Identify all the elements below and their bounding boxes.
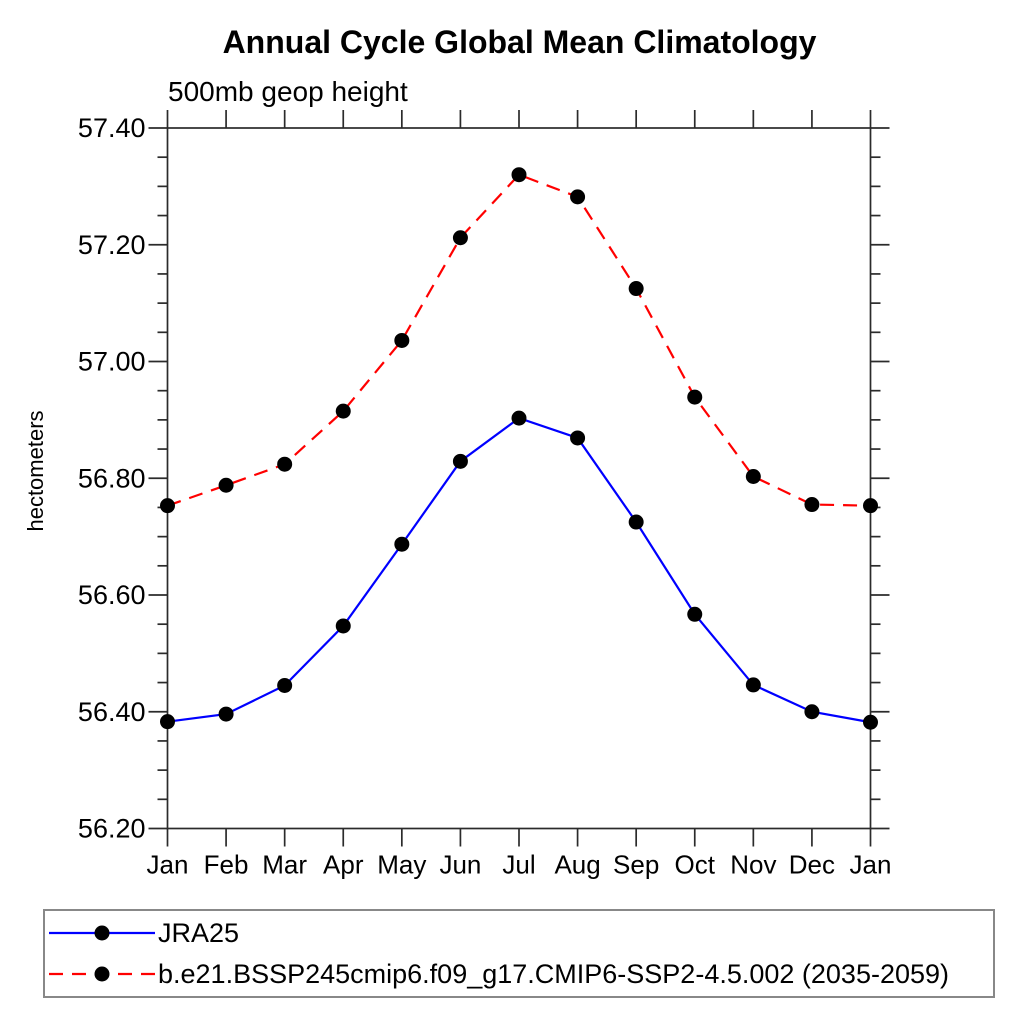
data-point-marker <box>511 167 527 183</box>
legend-item-jra25: JRA25 <box>47 913 993 954</box>
data-point-marker <box>628 281 644 297</box>
y-tick-label: 56.80 <box>78 463 146 493</box>
data-point-marker <box>804 497 820 513</box>
data-point-marker <box>452 230 468 246</box>
x-tick-label: Sep <box>613 850 659 880</box>
y-tick-label: 56.20 <box>78 814 146 844</box>
data-point-marker <box>394 536 410 552</box>
legend-item-ssp245: b.e21.BSSP245cmip6.f09_g17.CMIP6-SSP2-4.… <box>47 954 993 995</box>
y-tick-label: 57.20 <box>78 230 146 260</box>
data-point-marker <box>804 704 820 720</box>
data-point-marker <box>452 453 468 469</box>
data-point-marker <box>218 706 234 722</box>
data-point-marker <box>687 606 703 622</box>
data-point-marker <box>394 332 410 348</box>
y-tick-label: 56.60 <box>78 580 146 610</box>
x-tick-label: Dec <box>789 850 835 880</box>
x-tick-label: Jun <box>439 850 481 880</box>
data-point-marker <box>745 468 761 484</box>
data-point-marker <box>511 410 527 426</box>
data-point-marker <box>160 714 175 730</box>
data-point-marker <box>277 677 293 693</box>
x-tick-label: Jan <box>147 850 189 880</box>
legend-label-ssp245: b.e21.BSSP245cmip6.f09_g17.CMIP6-SSP2-4.… <box>158 958 950 989</box>
legend-swatch-dashed-line-icon <box>49 966 155 982</box>
data-point-marker <box>218 477 234 493</box>
plot-frame <box>166 127 872 830</box>
data-point-marker <box>863 714 878 730</box>
series-line-1 <box>167 173 871 507</box>
legend-label-jra25: JRA25 <box>158 917 240 948</box>
chart-subtitle: 500mb geop height <box>168 76 408 107</box>
data-point-marker <box>745 677 761 693</box>
y-tick-label: 57.40 <box>78 113 146 143</box>
data-point-marker <box>335 403 351 419</box>
data-point-marker <box>160 498 175 514</box>
x-tick-label: Oct <box>675 850 716 880</box>
data-point-marker <box>277 456 293 472</box>
data-point-marker <box>335 618 351 634</box>
chart-title: Annual Cycle Global Mean Climatology <box>222 24 817 60</box>
x-tick-label: Jul <box>502 850 535 880</box>
x-tick-label: Mar <box>262 850 307 880</box>
data-point-marker <box>863 498 878 514</box>
y-tick-label: 56.40 <box>78 697 146 727</box>
x-tick-label: Feb <box>204 850 249 880</box>
legend-swatch-solid-line-icon <box>49 925 155 941</box>
x-tick-label: Jan <box>850 850 892 880</box>
x-tick-label: Apr <box>323 850 364 880</box>
data-point-marker <box>687 389 703 405</box>
series-line-0 <box>167 416 871 724</box>
legend: JRA25 b.e21.BSSP245cmip6.f09_g17.CMIP6-S… <box>43 909 995 998</box>
data-point-marker <box>570 189 586 205</box>
x-tick-label: Nov <box>730 850 776 880</box>
data-point-marker <box>628 514 644 530</box>
data-point-marker <box>570 430 586 446</box>
x-tick-label: Aug <box>554 850 600 880</box>
x-tick-label: May <box>377 850 426 880</box>
y-tick-label: 57.00 <box>78 347 146 377</box>
